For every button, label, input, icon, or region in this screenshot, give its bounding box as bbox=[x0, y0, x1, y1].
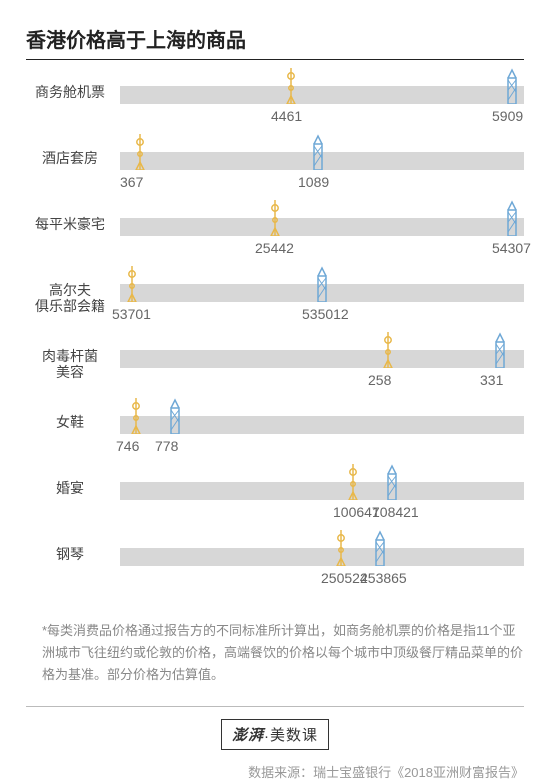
bar-track: 100647108421 bbox=[120, 482, 524, 500]
data-source: 数据来源：瑞士宝盛银行《2018亚洲财富报告》 bbox=[26, 762, 524, 781]
hongkong-marker-icon bbox=[504, 200, 520, 236]
shanghai-marker-icon bbox=[380, 332, 396, 368]
hongkong-marker-icon bbox=[310, 134, 326, 170]
chart-row: 商务舱机票44615909 bbox=[26, 84, 524, 144]
bar-track: 250524253865 bbox=[120, 548, 524, 566]
bar-track: 258331 bbox=[120, 350, 524, 368]
shanghai-marker-icon bbox=[333, 530, 349, 566]
shanghai-marker-icon bbox=[267, 200, 283, 236]
hongkong-marker-icon bbox=[504, 68, 520, 104]
page-root: 香港价格高于上海的商品 商务舱机票44615909酒店套房3671089每平米豪… bbox=[0, 0, 550, 742]
shanghai-marker-icon bbox=[132, 134, 148, 170]
hongkong-value: 5909 bbox=[492, 108, 523, 124]
chart-row: 钢琴 250524253865 bbox=[26, 546, 524, 606]
hongkong-value: 1089 bbox=[298, 174, 329, 190]
shanghai-marker-icon bbox=[283, 68, 299, 104]
shanghai-marker-icon bbox=[124, 266, 140, 302]
hongkong-value: 778 bbox=[155, 438, 178, 454]
bar-track: 2544254307 bbox=[120, 218, 524, 236]
publisher-logo: 澎湃·美数课 bbox=[221, 719, 329, 750]
row-label: 高尔夫 俱乐部会籍 bbox=[26, 282, 114, 314]
title-rule bbox=[26, 59, 524, 60]
hongkong-value: 535012 bbox=[302, 306, 349, 322]
row-label: 钢琴 bbox=[26, 546, 114, 562]
row-label: 婚宴 bbox=[26, 480, 114, 496]
bar-track: 3671089 bbox=[120, 152, 524, 170]
chart-row: 女鞋746778 bbox=[26, 414, 524, 474]
hongkong-marker-icon bbox=[372, 530, 388, 566]
footer: 澎湃·美数课 数据来源：瑞士宝盛银行《2018亚洲财富报告》 bbox=[26, 706, 524, 781]
bar-track: 53701535012 bbox=[120, 284, 524, 302]
shanghai-value: 746 bbox=[116, 438, 139, 454]
row-label: 酒店套房 bbox=[26, 150, 114, 166]
shanghai-marker-icon bbox=[128, 398, 144, 434]
bar-track: 44615909 bbox=[120, 86, 524, 104]
hongkong-value: 253865 bbox=[360, 570, 407, 586]
shanghai-value: 53701 bbox=[112, 306, 151, 322]
hongkong-value: 108421 bbox=[372, 504, 419, 520]
chart-title: 香港价格高于上海的商品 bbox=[26, 24, 524, 53]
hongkong-marker-icon bbox=[314, 266, 330, 302]
hongkong-marker-icon bbox=[384, 464, 400, 500]
row-label: 肉毒杆菌 美容 bbox=[26, 348, 114, 380]
chart-row: 每平米豪宅 2544254307 bbox=[26, 216, 524, 276]
row-label: 商务舱机票 bbox=[26, 84, 114, 100]
chart-row: 肉毒杆菌 美容258331 bbox=[26, 348, 524, 408]
hongkong-value: 331 bbox=[480, 372, 503, 388]
shanghai-marker-icon bbox=[345, 464, 361, 500]
shanghai-value: 25442 bbox=[255, 240, 294, 256]
price-comparison-chart: 商务舱机票44615909酒店套房3671089每平米豪宅2544254307高… bbox=[26, 84, 524, 606]
row-label: 每平米豪宅 bbox=[26, 216, 114, 232]
shanghai-value: 367 bbox=[120, 174, 143, 190]
hongkong-marker-icon bbox=[492, 332, 508, 368]
shanghai-value: 4461 bbox=[271, 108, 302, 124]
chart-row: 高尔夫 俱乐部会籍53701535012 bbox=[26, 282, 524, 342]
chart-row: 婚宴 100647108421 bbox=[26, 480, 524, 540]
hongkong-value: 54307 bbox=[492, 240, 531, 256]
shanghai-value: 258 bbox=[368, 372, 391, 388]
row-label: 女鞋 bbox=[26, 414, 114, 430]
bar-track: 746778 bbox=[120, 416, 524, 434]
footnote-text: *每类消费品价格通过报告方的不同标准所计算出，如商务舱机票的价格是指11个亚洲城… bbox=[26, 620, 524, 686]
hongkong-marker-icon bbox=[167, 398, 183, 434]
